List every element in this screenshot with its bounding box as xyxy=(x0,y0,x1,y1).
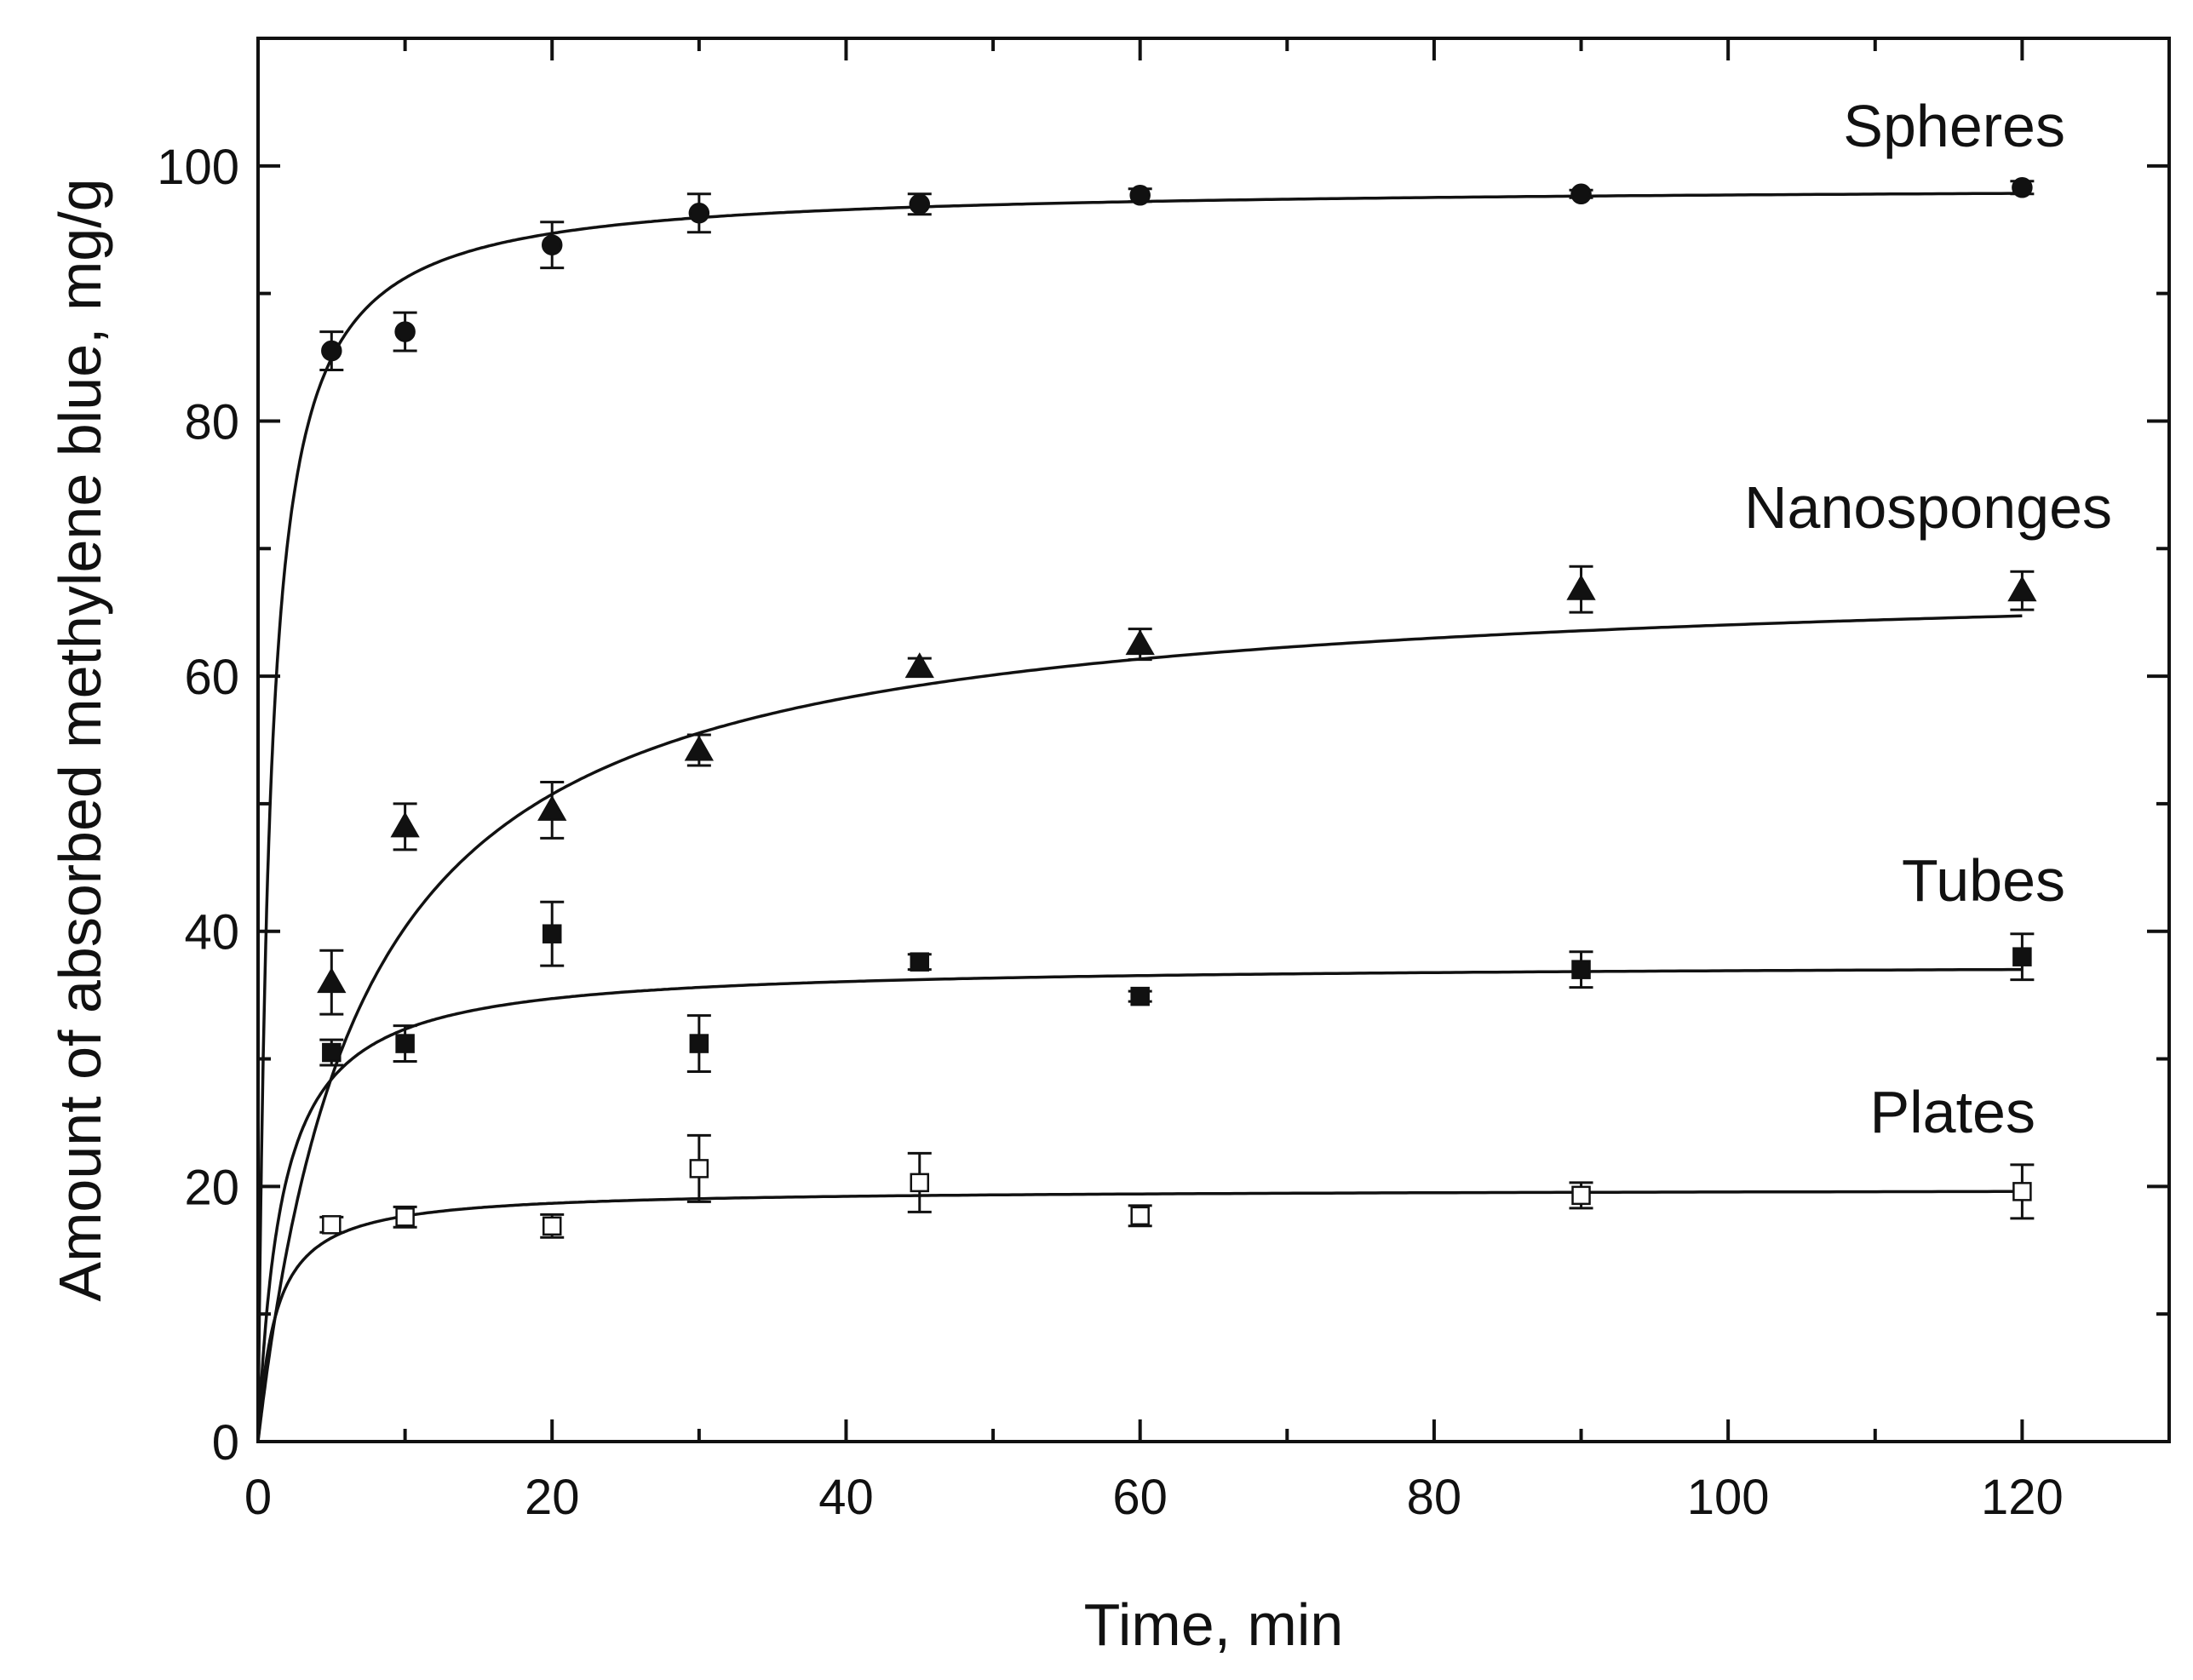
spheres-point xyxy=(1129,185,1151,206)
error-bars xyxy=(319,180,2035,1239)
spheres-point xyxy=(394,321,416,342)
spheres-point xyxy=(321,340,342,362)
y-tick-label: 0 xyxy=(212,1415,239,1471)
nanosponges-point xyxy=(1566,574,1596,600)
fit-curve-plates xyxy=(256,1190,2023,1442)
y-tick-label: 100 xyxy=(157,140,239,195)
tick-labels: 0 20 40 60 80 100 120 0 20 40 60 80 100 xyxy=(157,140,2064,1525)
plates-point xyxy=(395,1207,415,1227)
x-tick-label: 120 xyxy=(1981,1470,2064,1525)
y-tick-label: 60 xyxy=(184,650,239,705)
spheres-point xyxy=(2012,177,2033,198)
x-tick-label: 100 xyxy=(1687,1470,1770,1525)
plot-frame xyxy=(256,37,2171,1443)
x-tick-label: 60 xyxy=(1112,1470,1168,1525)
tubes-point xyxy=(1130,986,1150,1006)
nanosponges-point xyxy=(390,811,420,838)
plates-point xyxy=(2012,1182,2032,1201)
series-label-spheres: Spheres xyxy=(1843,93,2065,159)
tubes-point xyxy=(689,1034,709,1053)
x-tick-label: 40 xyxy=(818,1470,874,1525)
series-labels: Spheres Nanosponges Tubes Plates xyxy=(1744,93,2112,1145)
nanosponges-point xyxy=(684,735,715,761)
tubes-point xyxy=(910,952,930,972)
plates-point xyxy=(542,1216,562,1236)
x-tick-label: 0 xyxy=(244,1470,272,1525)
x-tick-label: 80 xyxy=(1407,1470,1462,1525)
plates-point xyxy=(1571,1185,1591,1206)
tick-marks xyxy=(256,37,2171,1443)
nanosponges-point xyxy=(1125,629,1155,656)
x-axis-title: Time, min xyxy=(1084,1591,1344,1658)
data-markers xyxy=(317,177,2037,1236)
spheres-point xyxy=(1570,183,1592,205)
y-tick-label: 20 xyxy=(184,1160,239,1215)
y-tick-label: 40 xyxy=(184,905,239,960)
series-label-plates: Plates xyxy=(1869,1079,2035,1145)
tubes-point xyxy=(1571,960,1591,979)
plates-point xyxy=(910,1173,930,1193)
fit-curves xyxy=(256,192,2023,1442)
spheres-point xyxy=(688,203,710,224)
x-tick-label: 20 xyxy=(525,1470,580,1525)
series-label-tubes: Tubes xyxy=(1902,847,2065,914)
y-tick-label: 80 xyxy=(184,394,239,450)
nanosponges-point xyxy=(2007,576,2037,602)
plates-point xyxy=(322,1215,342,1235)
axes xyxy=(256,37,2171,1443)
nanosponges-point xyxy=(537,794,567,821)
spheres-point xyxy=(541,234,563,255)
nanosponges-point xyxy=(317,967,347,994)
spheres-point xyxy=(909,193,931,215)
plates-point xyxy=(1130,1206,1150,1226)
series-label-nanosponges: Nanosponges xyxy=(1744,474,2112,541)
plates-point xyxy=(689,1159,709,1178)
tubes-point xyxy=(395,1034,415,1053)
tubes-point xyxy=(542,924,562,943)
tubes-point xyxy=(322,1042,342,1063)
nanosponges-point xyxy=(904,652,934,679)
y-axis-title: Amount of absorbed methylene blue, mg/g xyxy=(47,178,113,1301)
fit-curve-tubes xyxy=(256,967,2023,1442)
tubes-point xyxy=(2012,947,2032,966)
fit-curve-nanosponges xyxy=(256,614,2023,1442)
fit-curve-spheres xyxy=(256,192,2023,1442)
